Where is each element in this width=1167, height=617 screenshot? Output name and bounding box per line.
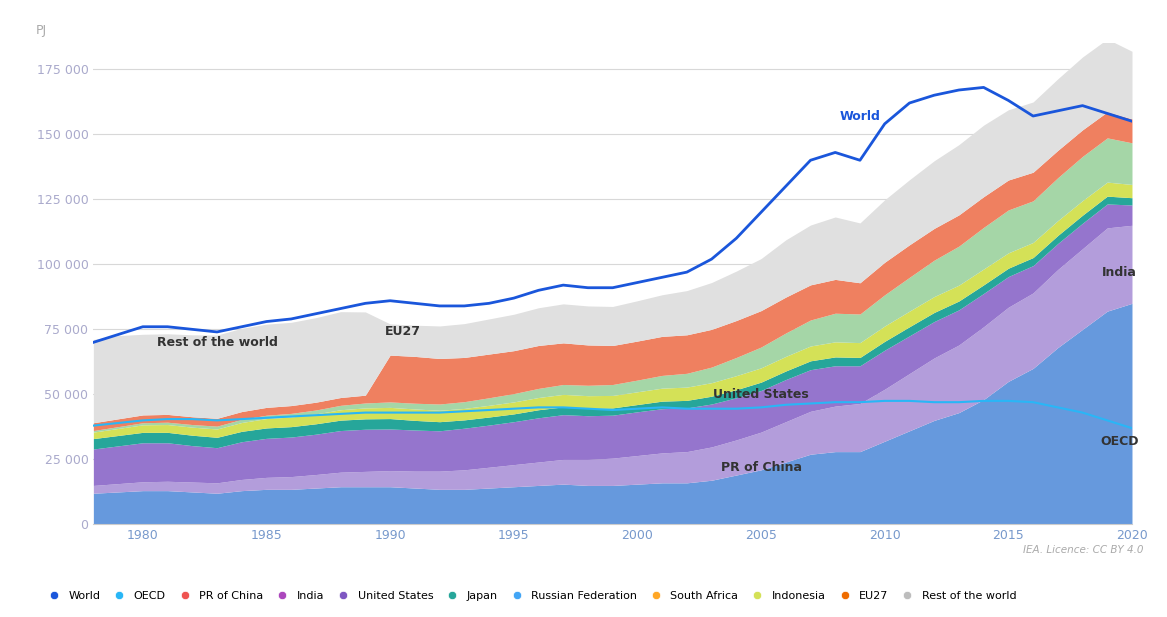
Text: United States: United States [713,388,809,401]
Text: PR of China: PR of China [720,461,802,474]
Legend: World, OECD, PR of China, India, United States, Japan, Russian Federation, South: World, OECD, PR of China, India, United … [39,587,1021,605]
Text: India: India [1102,265,1137,279]
Text: PJ: PJ [36,24,48,37]
Text: EU27: EU27 [384,325,420,339]
Text: World: World [839,110,880,123]
Text: Rest of the world: Rest of the world [156,336,278,349]
Text: OECD: OECD [1100,435,1139,448]
Text: IEA. Licence: CC BY 4.0: IEA. Licence: CC BY 4.0 [1023,545,1144,555]
